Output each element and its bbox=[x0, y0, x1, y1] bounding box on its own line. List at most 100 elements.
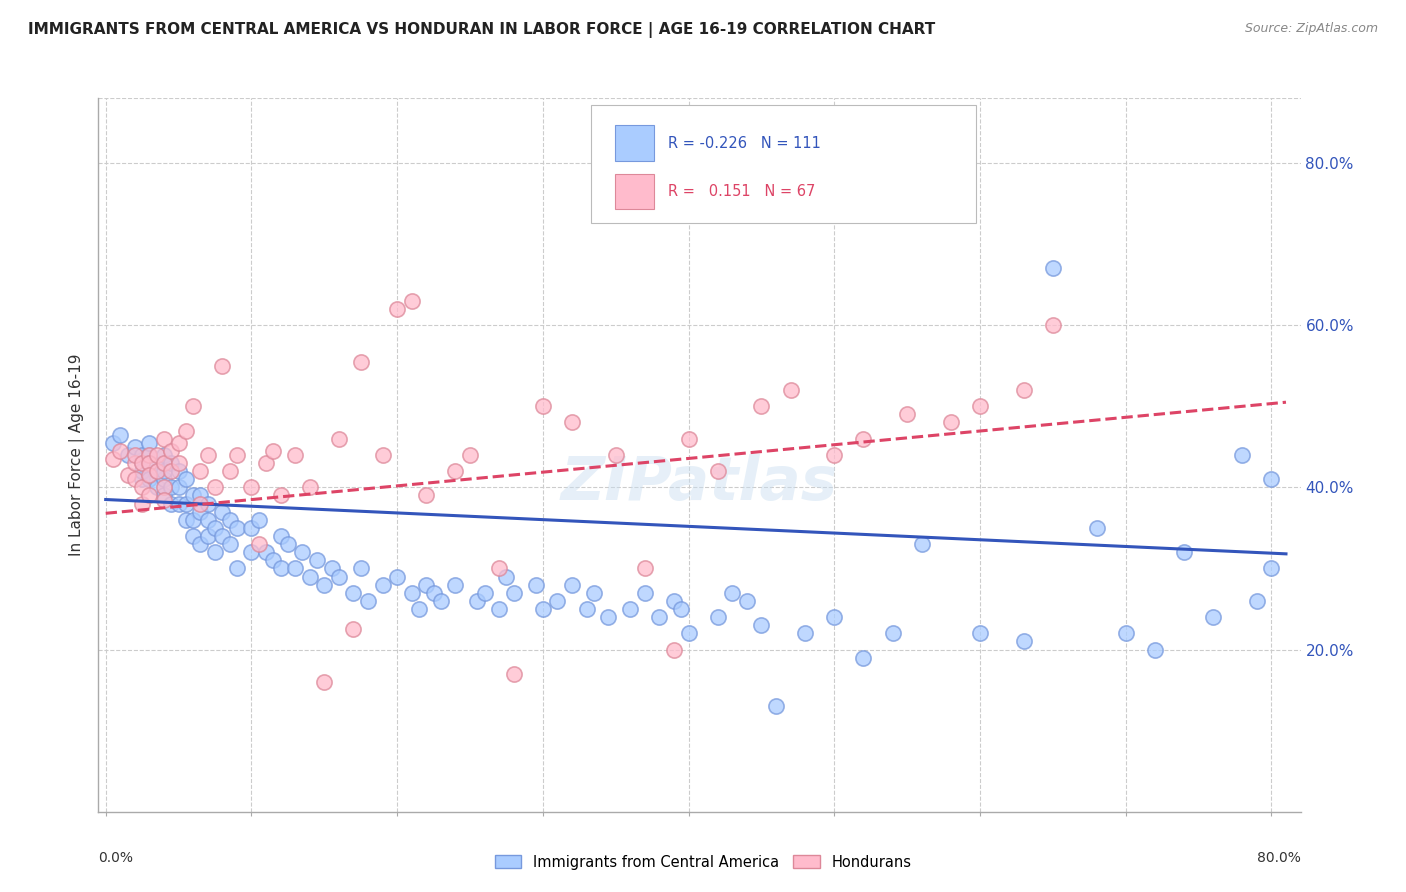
Point bbox=[167, 464, 190, 478]
Point bbox=[524, 577, 547, 591]
Text: Source: ZipAtlas.com: Source: ZipAtlas.com bbox=[1244, 22, 1378, 36]
Point bbox=[160, 443, 183, 458]
Point bbox=[1260, 561, 1282, 575]
Point bbox=[240, 480, 263, 494]
Point bbox=[124, 440, 146, 454]
Point bbox=[735, 594, 758, 608]
Point bbox=[254, 456, 277, 470]
Point bbox=[619, 602, 641, 616]
FancyBboxPatch shape bbox=[592, 105, 976, 223]
Point bbox=[561, 577, 583, 591]
Point bbox=[247, 513, 270, 527]
Point bbox=[474, 586, 496, 600]
Point bbox=[131, 456, 153, 470]
Point bbox=[751, 618, 773, 632]
Point bbox=[277, 537, 299, 551]
Point bbox=[167, 456, 190, 470]
Point bbox=[546, 594, 568, 608]
Point bbox=[605, 448, 627, 462]
Point bbox=[751, 399, 773, 413]
Point bbox=[174, 513, 197, 527]
Point bbox=[458, 448, 481, 462]
Point bbox=[465, 594, 488, 608]
Point bbox=[101, 435, 124, 450]
Point bbox=[240, 545, 263, 559]
Point bbox=[218, 464, 240, 478]
FancyBboxPatch shape bbox=[616, 174, 654, 210]
Point bbox=[211, 359, 233, 373]
Point bbox=[284, 561, 307, 575]
Point bbox=[190, 464, 212, 478]
Point bbox=[721, 586, 744, 600]
Point bbox=[852, 650, 875, 665]
Point bbox=[131, 472, 153, 486]
Point bbox=[662, 642, 685, 657]
Point bbox=[502, 666, 524, 681]
Text: R =   0.151   N = 67: R = 0.151 N = 67 bbox=[668, 184, 815, 199]
Point bbox=[823, 448, 845, 462]
Y-axis label: In Labor Force | Age 16-19: In Labor Force | Age 16-19 bbox=[69, 353, 86, 557]
Legend: Immigrants from Central America, Hondurans: Immigrants from Central America, Hondura… bbox=[489, 849, 917, 876]
Point bbox=[1115, 626, 1137, 640]
Point bbox=[342, 586, 364, 600]
Point bbox=[174, 424, 197, 438]
Text: IMMIGRANTS FROM CENTRAL AMERICA VS HONDURAN IN LABOR FORCE | AGE 16-19 CORRELATI: IMMIGRANTS FROM CENTRAL AMERICA VS HONDU… bbox=[28, 22, 935, 38]
Point bbox=[124, 448, 146, 462]
Point bbox=[350, 561, 373, 575]
Point bbox=[254, 545, 277, 559]
Point bbox=[204, 480, 226, 494]
Point bbox=[939, 416, 962, 430]
Point bbox=[385, 569, 408, 583]
Point bbox=[678, 432, 700, 446]
Point bbox=[779, 383, 801, 397]
Point bbox=[408, 602, 430, 616]
Point bbox=[181, 513, 204, 527]
Point bbox=[1042, 318, 1064, 333]
Point bbox=[634, 586, 657, 600]
Point bbox=[357, 594, 380, 608]
Point bbox=[284, 448, 307, 462]
Point bbox=[153, 456, 176, 470]
Point bbox=[153, 492, 176, 507]
Point bbox=[852, 432, 875, 446]
Point bbox=[706, 610, 728, 624]
Point bbox=[262, 443, 284, 458]
Point bbox=[671, 602, 693, 616]
Point bbox=[174, 472, 197, 486]
Point bbox=[1012, 383, 1035, 397]
Point bbox=[1173, 545, 1195, 559]
Point bbox=[531, 399, 554, 413]
Point bbox=[1202, 610, 1225, 624]
Point bbox=[153, 432, 176, 446]
Point bbox=[969, 399, 991, 413]
Text: 80.0%: 80.0% bbox=[1257, 851, 1301, 865]
Point bbox=[174, 497, 197, 511]
Point bbox=[167, 435, 190, 450]
Point bbox=[218, 537, 240, 551]
Point bbox=[197, 529, 219, 543]
Point bbox=[145, 448, 167, 462]
Point bbox=[765, 699, 787, 714]
Point bbox=[1042, 261, 1064, 276]
Point bbox=[495, 569, 517, 583]
Point bbox=[430, 594, 453, 608]
Point bbox=[371, 577, 394, 591]
Point bbox=[561, 416, 583, 430]
Point bbox=[138, 468, 160, 483]
Point bbox=[131, 480, 153, 494]
Point bbox=[211, 505, 233, 519]
Point bbox=[225, 561, 247, 575]
Point bbox=[190, 537, 212, 551]
Point bbox=[225, 521, 247, 535]
Point bbox=[204, 545, 226, 559]
Point bbox=[124, 472, 146, 486]
FancyBboxPatch shape bbox=[616, 125, 654, 161]
Point bbox=[153, 448, 176, 462]
Point bbox=[117, 468, 139, 483]
Point bbox=[190, 505, 212, 519]
Point bbox=[153, 456, 176, 470]
Point bbox=[101, 452, 124, 467]
Point bbox=[328, 432, 350, 446]
Point bbox=[328, 569, 350, 583]
Point bbox=[247, 537, 270, 551]
